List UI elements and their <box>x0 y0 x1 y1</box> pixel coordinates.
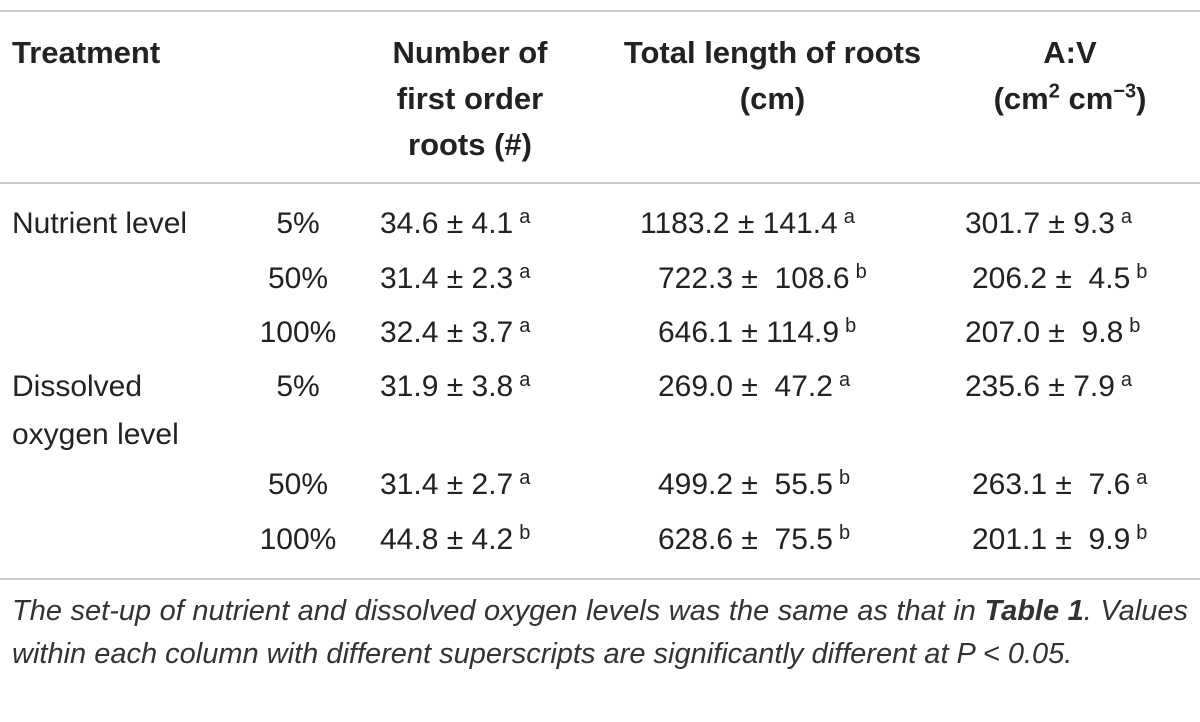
header-treatment: Treatment <box>12 35 161 70</box>
header-roots-line2: first order <box>396 81 544 116</box>
header-roots-line1: Number of <box>392 35 548 70</box>
table-cell-length: 1183.2 ± 141.4 a <box>640 206 855 240</box>
table-bottom-rule <box>0 578 1200 580</box>
table-cell-level: 50% <box>267 262 329 295</box>
table-cell-level: 100% <box>259 316 337 349</box>
table-cell-level: 5% <box>276 207 320 240</box>
table-top-rule <box>0 10 1200 12</box>
header-roots-line3: roots (#) <box>408 127 532 162</box>
table-cell-length: 269.0 ± 47.2 a <box>658 369 851 403</box>
group-label-nutrient: Nutrient level <box>12 207 188 240</box>
header-av-unit: (cm2 cm−3) <box>993 80 1147 116</box>
table-cell-av: 207.0 ± 9.8 b <box>965 315 1141 349</box>
group-label-oxygen-line1: Dissolved <box>12 370 143 403</box>
table-cell-av: 206.2 ± 4.5 b <box>972 261 1148 295</box>
table-cell-av: 235.6 ± 7.9 a <box>965 369 1133 403</box>
table-cell-roots: 31.4 ± 2.3 a <box>380 261 531 295</box>
table-cell-length: 646.1 ± 114.9 b <box>658 315 857 349</box>
table-cell-av: 301.7 ± 9.3 a <box>965 206 1133 240</box>
table-footnote: The set-up of nutrient and dissolved oxy… <box>12 595 1188 670</box>
table-cell-roots: 31.9 ± 3.8 a <box>380 369 531 403</box>
header-length-line1: Total length of roots <box>623 35 922 70</box>
table-cell-av: 201.1 ± 9.9 b <box>972 522 1148 556</box>
table-cell-level: 50% <box>267 468 329 501</box>
table-cell-roots: 32.4 ± 3.7 a <box>380 315 531 349</box>
header-total-length: Total length of roots (cm) <box>600 30 945 122</box>
group-label-oxygen-line2: oxygen level <box>12 418 179 451</box>
table-cell-av: 263.1 ± 7.6 a <box>972 467 1148 501</box>
table-cell-level: 5% <box>276 370 320 403</box>
header-area-volume: A:V (cm2 cm−3) <box>950 30 1190 122</box>
header-bottom-rule <box>0 182 1200 184</box>
header-length-line2: (cm) <box>739 81 806 116</box>
header-first-order-roots: Number of first order roots (#) <box>360 30 580 168</box>
table-cell-roots: 34.6 ± 4.1 a <box>380 206 531 240</box>
table-cell-length: 499.2 ± 55.5 b <box>658 467 851 501</box>
table-cell-length: 722.3 ± 108.6 b <box>658 261 867 295</box>
table-cell-roots: 31.4 ± 2.7 a <box>380 467 531 501</box>
table-cell-length: 628.6 ± 75.5 b <box>658 522 851 556</box>
header-av-line1: A:V <box>1043 35 1097 70</box>
table-cell-roots: 44.8 ± 4.2 b <box>380 522 531 556</box>
table-cell-level: 100% <box>259 523 337 556</box>
table-reference-link[interactable]: Table 1 <box>984 595 1084 627</box>
